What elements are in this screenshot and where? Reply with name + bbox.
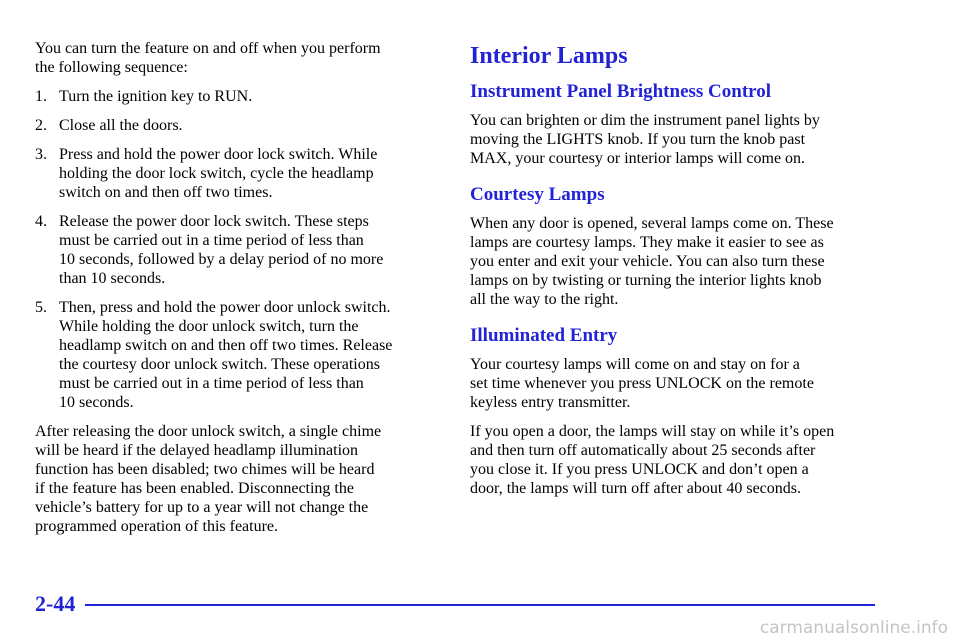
text-line: programmed operation of this feature.	[35, 518, 279, 535]
text-line: holding the door lock switch, cycle the …	[59, 165, 374, 182]
footer-rule	[85, 604, 875, 606]
text-line: MAX, your courtesy or interior lamps wil…	[470, 150, 806, 167]
watermark: carmanualsonline.info	[759, 618, 948, 638]
text-line: moving the LIGHTS knob. If you turn the …	[470, 131, 806, 148]
paragraph: After releasing the door unlock switch, …	[35, 422, 440, 536]
text-line: set time whenever you press UNLOCK on th…	[470, 375, 814, 392]
text-line: if the feature has been enabled. Disconn…	[35, 480, 354, 497]
paragraph: When any door is opened, several lamps c…	[470, 214, 890, 309]
text-line: door, the lamps will turn off after abou…	[470, 480, 801, 497]
step-number: 1.	[35, 88, 47, 105]
text-line: vehicle’s battery for up to a year will …	[35, 499, 369, 516]
text-line: must be carried out in a time period of …	[59, 232, 364, 249]
text-line: When any door is opened, several lamps c…	[470, 215, 834, 232]
text-line: 10 seconds.	[59, 394, 134, 411]
text-line: If you open a door, the lamps will stay …	[470, 423, 835, 440]
paragraph: Your courtesy lamps will come on and sta…	[470, 355, 890, 412]
text-line: While holding the door unlock switch, tu…	[59, 318, 359, 335]
text-line: function has been disabled; two chimes w…	[35, 461, 375, 478]
page-number: 2-44	[35, 591, 76, 616]
text-line: will be heard if the delayed headlamp il…	[35, 442, 359, 459]
numbered-step: 1. Turn the ignition key to RUN.	[35, 87, 440, 106]
text-line: You can brighten or dim the instrument p…	[470, 112, 820, 129]
numbered-step: 3. Press and hold the power door lock swi…	[35, 145, 440, 202]
text-line: 10 seconds, followed by a delay period o…	[59, 251, 384, 268]
step-number: 2.	[35, 117, 47, 134]
text-line: Then, press and hold the power door unlo…	[59, 299, 391, 316]
text-line: all the way to the right.	[470, 291, 619, 308]
step-number: 3.	[35, 146, 47, 163]
text-line: Close all the doors.	[59, 117, 183, 134]
text-line: and then turn off automatically about 25…	[470, 442, 816, 459]
text-line: headlamp switch on and then off two time…	[59, 337, 393, 354]
subsection-heading: Courtesy Lamps	[470, 184, 605, 205]
right-column: Interior Lamps Instrument Panel Brightnes…	[470, 38, 890, 508]
text-line: Turn the ignition key to RUN.	[59, 88, 253, 105]
text-line: switch on and then off two times.	[59, 184, 273, 201]
subsection-heading: Instrument Panel Brightness Control	[470, 81, 772, 102]
step-number: 4.	[35, 213, 47, 230]
text-line: Press and hold the power door lock switc…	[59, 146, 378, 163]
paragraph: You can turn the feature on and off when…	[35, 39, 440, 77]
text-line: After releasing the door unlock switch, …	[35, 423, 382, 440]
paragraph: If you open a door, the lamps will stay …	[470, 422, 890, 498]
text-line: the courtesy door unlock switch. These o…	[59, 356, 380, 373]
text-line: you enter and exit your vehicle. You can…	[470, 253, 825, 270]
text-line: lamps on by twisting or turning the inte…	[470, 272, 822, 289]
text-line: lamps are courtesy lamps. They make it e…	[470, 234, 824, 251]
subsection-heading: Illuminated Entry	[470, 325, 618, 346]
text-line: keyless entry transmitter.	[470, 394, 631, 411]
numbered-step: 2. Close all the doors.	[35, 116, 440, 135]
text-line: you close it. If you press UNLOCK and do…	[470, 461, 809, 478]
step-number: 5.	[35, 299, 47, 316]
numbered-step: 5. Then, press and hold the power door un…	[35, 298, 440, 412]
numbered-step: 4. Release the power door lock switch. Th…	[35, 212, 440, 288]
paragraph: You can brighten or dim the instrument p…	[470, 111, 890, 168]
text-line: must be carried out in a time period of …	[59, 375, 364, 392]
text-line: than 10 seconds.	[59, 270, 166, 287]
text-line: the following sequence:	[35, 59, 188, 76]
left-column: You can turn the feature on and off when…	[35, 39, 440, 546]
text-line: Your courtesy lamps will come on and sta…	[470, 356, 800, 373]
text-line: You can turn the feature on and off when…	[35, 40, 381, 57]
section-title: Interior Lamps	[470, 43, 628, 69]
text-line: Release the power door lock switch. Thes…	[59, 213, 369, 230]
